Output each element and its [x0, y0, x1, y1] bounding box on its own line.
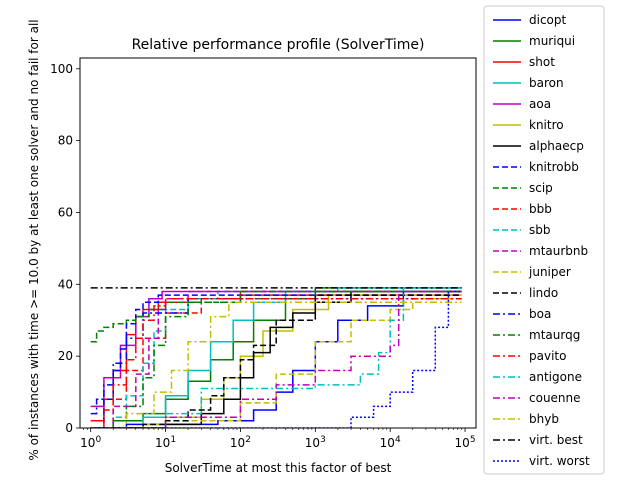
series-line-21 — [90, 290, 462, 428]
x-tick-label: 102 — [230, 435, 251, 450]
legend-label: aoa — [529, 97, 551, 111]
y-tick-label: 0 — [65, 421, 73, 435]
legend-label: muriqui — [529, 34, 575, 48]
series-line-19 — [90, 301, 462, 428]
series-line-11 — [90, 290, 462, 428]
series-line-17 — [90, 287, 462, 428]
series-line-12 — [90, 297, 462, 428]
y-tick-label: 100 — [50, 62, 73, 76]
y-tick-label: 60 — [58, 205, 73, 219]
series-line-10 — [90, 290, 462, 428]
x-axis-label: SolverTime at most this factor of best — [165, 461, 392, 475]
series-line-16 — [90, 297, 462, 428]
legend-label: alphaecp — [529, 139, 584, 153]
legend-label: juniper — [528, 265, 571, 279]
legend-label: knitro — [529, 118, 564, 132]
legend-label: bhyb — [529, 412, 559, 426]
series-line-7 — [90, 294, 462, 428]
x-tick-label: 105 — [455, 435, 476, 450]
legend-label: shot — [529, 55, 555, 69]
legend-label: knitrobb — [529, 160, 579, 174]
plot-frame — [79, 57, 477, 429]
y-tick-label: 80 — [58, 134, 73, 148]
series-line-8 — [90, 290, 462, 343]
series-line-18 — [90, 290, 462, 428]
legend-label: lindo — [529, 286, 558, 300]
series-line-13 — [90, 294, 462, 428]
legend-label: baron — [529, 76, 564, 90]
legend-label: scip — [529, 181, 553, 195]
y-tick-label: 40 — [58, 277, 73, 291]
legend-label: mtaurbnb — [529, 244, 588, 258]
legend-label: antigone — [529, 370, 582, 384]
series-line-15 — [90, 290, 462, 428]
chart-title: Relative performance profile (SolverTime… — [132, 37, 425, 53]
legend-label: pavito — [529, 349, 566, 363]
x-tick-label: 104 — [380, 435, 401, 450]
legend-label: boa — [529, 307, 551, 321]
legend-label: sbb — [529, 223, 551, 237]
series-line-4 — [90, 290, 462, 408]
y-tick-label: 20 — [58, 349, 73, 363]
legend-label: couenne — [529, 391, 581, 405]
legend-label: virt. best — [529, 433, 583, 447]
legend-label: bbb — [529, 202, 552, 216]
series-line-6 — [90, 290, 462, 428]
series-line-14 — [90, 297, 462, 415]
y-axis-label: % of instances with time >= 10.0 by at l… — [27, 19, 41, 460]
x-tick-label: 101 — [155, 435, 176, 450]
legend-frame — [483, 5, 605, 475]
legend: dicopt muriqui shot baron aoa knitro alphaecp k… — [483, 5, 605, 475]
x-tick-label: 100 — [80, 435, 101, 450]
legend-label: mtaurqg — [529, 328, 580, 342]
x-tick-label: 103 — [305, 435, 326, 450]
legend-label: dicopt — [529, 13, 567, 27]
legend-label: virt. worst — [529, 454, 590, 468]
